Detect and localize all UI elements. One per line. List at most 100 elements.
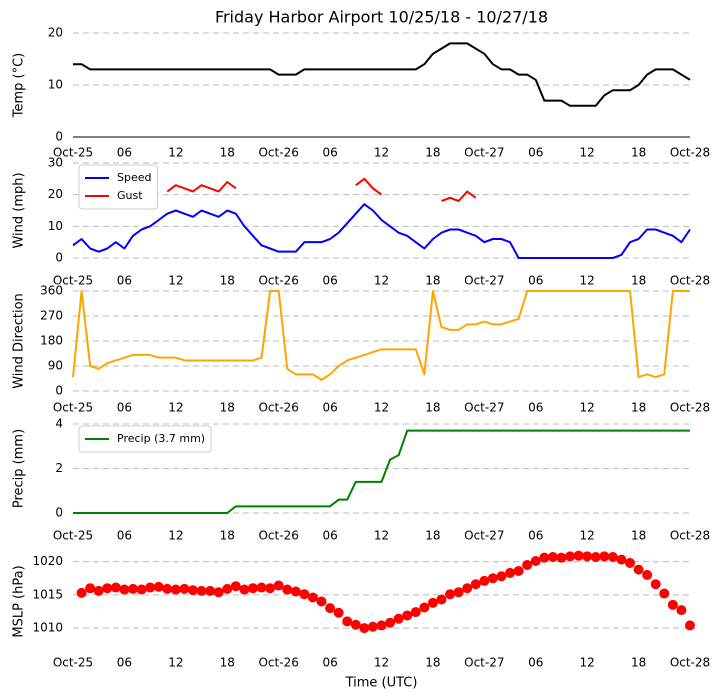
point bbox=[667, 599, 678, 610]
point bbox=[479, 575, 490, 586]
point bbox=[153, 581, 164, 592]
point bbox=[419, 602, 430, 613]
x-tick-label: 12 bbox=[374, 146, 389, 160]
legend-label: Gust bbox=[117, 189, 143, 202]
point bbox=[119, 584, 130, 595]
point bbox=[205, 585, 216, 596]
x-tick-label: Oct-27 bbox=[464, 146, 504, 160]
y-tick-label: 30 bbox=[48, 156, 63, 170]
x-tick-label: 12 bbox=[168, 401, 183, 415]
x-tick-label: 06 bbox=[117, 274, 132, 288]
panel: Friday Harbor Airport 10/25/18 - 10/27/1… bbox=[12, 8, 711, 160]
x-tick-label: 18 bbox=[631, 146, 646, 160]
x-tick-label: Oct-25 bbox=[53, 656, 93, 670]
point bbox=[659, 588, 670, 599]
x-tick-label: 18 bbox=[631, 401, 646, 415]
y-tick-label: 90 bbox=[48, 359, 63, 373]
point bbox=[453, 587, 464, 598]
point bbox=[196, 585, 207, 596]
point bbox=[316, 596, 327, 607]
point bbox=[307, 592, 318, 603]
x-tick-label: Oct-28 bbox=[670, 274, 710, 288]
point bbox=[410, 607, 421, 618]
legend-box bbox=[78, 425, 212, 453]
point bbox=[522, 559, 533, 570]
x-tick-label: 18 bbox=[220, 656, 235, 670]
point bbox=[590, 551, 601, 562]
point bbox=[247, 583, 258, 594]
x-tick-label: 18 bbox=[220, 529, 235, 543]
legend: Speed Gust bbox=[78, 164, 158, 210]
x-tick-label: Oct-27 bbox=[464, 274, 504, 288]
point bbox=[513, 565, 524, 576]
point bbox=[170, 584, 181, 595]
x-tick-label: 12 bbox=[580, 274, 595, 288]
y-tick-label: 2 bbox=[55, 461, 63, 475]
x-tick-label: 18 bbox=[425, 656, 440, 670]
x-tick-label: 06 bbox=[528, 401, 543, 415]
point bbox=[573, 550, 584, 561]
x-tick-label: Oct-25 bbox=[53, 401, 93, 415]
y-tick-label: 270 bbox=[40, 309, 63, 323]
point bbox=[650, 579, 661, 590]
x-tick-label: 06 bbox=[117, 401, 132, 415]
point bbox=[496, 571, 507, 582]
point bbox=[359, 623, 370, 634]
series-line bbox=[73, 42, 691, 107]
point bbox=[350, 619, 361, 630]
x-tick-label: 12 bbox=[374, 529, 389, 543]
y-tick-label: 20 bbox=[48, 187, 63, 201]
x-tick-label: 06 bbox=[117, 656, 132, 670]
point bbox=[436, 594, 447, 605]
x-tick-label: Oct-27 bbox=[464, 401, 504, 415]
x-tick-label: Oct-26 bbox=[258, 656, 298, 670]
x-tick-label: Oct-27 bbox=[464, 656, 504, 670]
series-line bbox=[166, 177, 477, 202]
point bbox=[633, 564, 644, 575]
x-tick-label: 06 bbox=[528, 274, 543, 288]
x-tick-label: Oct-25 bbox=[53, 529, 93, 543]
x-tick-label: 12 bbox=[580, 146, 595, 160]
y-tick-label: 0 bbox=[55, 251, 63, 265]
y-tick-label: 0 bbox=[55, 130, 63, 144]
point bbox=[85, 583, 96, 594]
point bbox=[230, 581, 241, 592]
point bbox=[427, 597, 438, 608]
point bbox=[110, 582, 121, 593]
point bbox=[539, 552, 550, 563]
point bbox=[265, 583, 276, 594]
point bbox=[187, 585, 198, 596]
x-tick-label: Oct-26 bbox=[258, 274, 298, 288]
x-tick-label: 06 bbox=[322, 146, 337, 160]
x-tick-label: Oct-26 bbox=[258, 529, 298, 543]
point bbox=[607, 551, 618, 562]
panel: Wind (mph) 0 10 20 30 Oct-25 06 12 18 Oct-26 06 12 1… bbox=[12, 156, 711, 288]
series-line bbox=[73, 429, 690, 514]
point bbox=[530, 555, 541, 566]
x-tick-label: 18 bbox=[631, 656, 646, 670]
point bbox=[325, 603, 336, 614]
x-axis-label: Time (UTC) bbox=[345, 676, 418, 691]
x-tick-label: 18 bbox=[220, 274, 235, 288]
x-tick-label: 12 bbox=[374, 656, 389, 670]
series-line bbox=[72, 290, 690, 381]
x-tick-label: 18 bbox=[220, 401, 235, 415]
x-tick-label: 12 bbox=[580, 401, 595, 415]
point bbox=[565, 551, 576, 562]
x-tick-label: Oct-28 bbox=[670, 656, 710, 670]
x-tick-label: 12 bbox=[168, 146, 183, 160]
x-tick-label: 18 bbox=[631, 529, 646, 543]
y-axis-label: Wind Direction bbox=[12, 293, 27, 389]
x-tick-label: Oct-25 bbox=[53, 274, 93, 288]
x-tick-label: 06 bbox=[528, 146, 543, 160]
point bbox=[282, 584, 293, 595]
x-tick-label: 06 bbox=[528, 529, 543, 543]
point bbox=[102, 583, 113, 594]
x-tick-label: 06 bbox=[117, 146, 132, 160]
y-tick-label: 0 bbox=[55, 384, 63, 398]
x-tick-label: 12 bbox=[374, 274, 389, 288]
x-tick-label: Oct-26 bbox=[258, 401, 298, 415]
point bbox=[445, 589, 456, 600]
legend: Precip (3.7 mm) bbox=[78, 425, 212, 453]
